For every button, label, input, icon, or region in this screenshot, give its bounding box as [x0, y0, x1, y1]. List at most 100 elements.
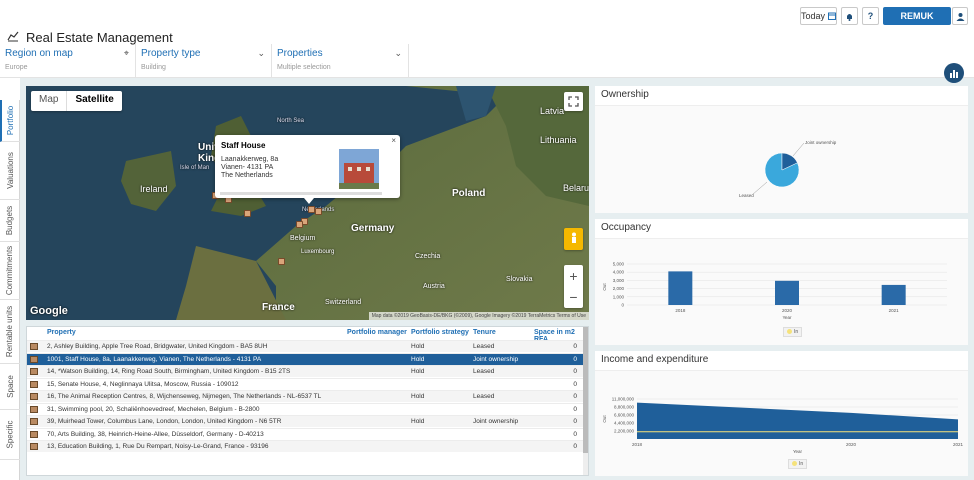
table-row[interactable]: 15, Senate House, 4, Neglinnaya Ulitsa, …: [27, 377, 584, 390]
filter-region-value: Europe: [5, 64, 28, 71]
cell-space: 0: [573, 393, 577, 400]
column-portfolio-manager[interactable]: Portfolio manager: [347, 329, 407, 336]
property-marker[interactable]: [308, 206, 315, 213]
map-type-satellite[interactable]: Satellite: [75, 94, 114, 105]
filter-property-type[interactable]: Property type Building ⌄: [136, 44, 272, 78]
chart-line-icon: [7, 31, 19, 42]
tab-specific[interactable]: Specific: [0, 410, 20, 460]
zoom-controls: + −: [564, 265, 583, 308]
property-marker[interactable]: [296, 221, 303, 228]
table-row[interactable]: 14, *Watson Building, 14, Ring Road Sout…: [27, 365, 584, 377]
help-button[interactable]: ?: [862, 7, 879, 25]
x-axis-label: Year: [782, 315, 792, 320]
ownership-panel: Ownership Leased Joint ownership: [595, 86, 968, 213]
property-marker[interactable]: [278, 258, 285, 265]
column-portfolio-strategy[interactable]: Portfolio strategy: [411, 329, 469, 336]
popup-title: Staff House: [221, 141, 266, 150]
cell-strategy: Hold: [411, 393, 425, 400]
y-tick-label: 2,200,000: [614, 429, 635, 434]
top-bar: Real Estate Management Today ? REMUK: [0, 0, 974, 45]
popup-city: Vianen- 4131 PA: [221, 164, 274, 171]
column-space[interactable]: Space in m2 RFA: [534, 329, 575, 343]
x-tick-label: 2021: [953, 442, 964, 447]
filter-bar: Region on map Europe ⌖ Property type Bui…: [0, 44, 974, 78]
property-photo: [339, 149, 379, 189]
table-scrollbar[interactable]: [583, 327, 588, 475]
pie-label-line: [751, 181, 768, 196]
column-tenure[interactable]: Tenure: [473, 329, 496, 336]
popup-close-button[interactable]: ×: [391, 136, 396, 145]
map-type-map[interactable]: Map: [31, 91, 68, 111]
table-row[interactable]: 1001, Staff House, 8a, Laanakkerweg, Via…: [27, 352, 584, 365]
property-marker[interactable]: [244, 210, 251, 217]
building-icon: [30, 380, 38, 388]
tab-portfolio-label: Portfolio: [6, 105, 16, 136]
table-row[interactable]: 31, Swimming pool, 20, Schaliënhoevedree…: [27, 402, 584, 415]
cell-strategy: Hold: [411, 343, 425, 350]
table-header: Property Portfolio manager Portfolio str…: [27, 327, 584, 343]
map-label-austria: Austria: [423, 283, 445, 290]
map-pin-small-icon: ⌖: [123, 48, 129, 58]
income-legend[interactable]: In: [788, 459, 808, 469]
popup-scrollbar[interactable]: [220, 192, 382, 195]
zoom-in-button[interactable]: +: [569, 268, 578, 284]
cell-strategy: Hold: [411, 418, 425, 425]
map-label-belgium: Belgium: [290, 235, 316, 242]
notifications-button[interactable]: [841, 7, 858, 25]
tab-portfolio[interactable]: Portfolio: [0, 100, 20, 142]
table-row[interactable]: 13, Education Building, 1, Rue Du Rempar…: [27, 440, 584, 452]
y-tick-label: 0: [621, 303, 624, 308]
cell-tenure: Leased: [473, 393, 495, 400]
building-icon: [30, 355, 38, 363]
filter-region[interactable]: Region on map Europe ⌖: [0, 44, 136, 78]
tab-rentable-units[interactable]: Rentable units: [0, 300, 20, 364]
google-logo: Google: [30, 305, 68, 317]
cell-space: 0: [573, 380, 577, 388]
today-button[interactable]: Today: [800, 7, 837, 25]
table-row[interactable]: 16, The Animal Reception Centres, 8, Wij…: [27, 390, 584, 402]
tab-valuations[interactable]: Valuations: [0, 142, 20, 200]
income-area-chart: 2,200,000 4,400,000 6,600,000 8,800,000 11,0…: [602, 397, 964, 455]
occupancy-legend[interactable]: In: [783, 327, 803, 337]
app-title: Real Estate Management: [26, 30, 173, 45]
statistics-button[interactable]: [944, 63, 964, 83]
fullscreen-button[interactable]: [564, 92, 583, 111]
map-attribution: Map data ©2019 GeoBasis-DE/BKG (©2009), …: [368, 312, 589, 320]
occupancy-chart-area: 0 1,000 2,000 3,000 4,000 5,000 Out 2018 2020 202…: [595, 239, 968, 345]
map-label-switzerland: Switzerland: [325, 299, 362, 306]
table-row[interactable]: 39, Muirhead Tower, Columbus Lane, Londo…: [27, 415, 584, 427]
filter-properties[interactable]: Properties Multiple selection ⌄: [272, 44, 409, 78]
column-property[interactable]: Property: [47, 329, 76, 336]
cell-property: 31, Swimming pool, 20, Schaliënhoevedree…: [47, 405, 260, 413]
table-row[interactable]: 2, Ashley Building, Apple Tree Road, Bri…: [27, 340, 584, 352]
income-chart-area: 2,200,000 4,400,000 6,600,000 8,800,000 11,0…: [595, 371, 968, 476]
street-view-button[interactable]: [564, 228, 583, 250]
profile-button[interactable]: [952, 7, 968, 25]
property-marker[interactable]: [315, 208, 322, 215]
table-scroll-thumb[interactable]: [583, 327, 588, 453]
ownership-pie-chart: Leased Joint ownership: [739, 140, 837, 198]
tab-space[interactable]: Space: [0, 364, 20, 410]
building-icon: [30, 418, 38, 425]
filter-properties-label: Properties: [277, 48, 323, 59]
map-label-latvia: Latvia: [540, 106, 565, 116]
user-menu-button[interactable]: REMUK: [883, 7, 951, 25]
building-icon: [30, 405, 38, 413]
cell-space: 0: [573, 368, 577, 375]
zoom-out-button[interactable]: −: [569, 289, 578, 305]
tab-commitments[interactable]: Commitments: [0, 242, 20, 300]
map-label-france: France: [262, 302, 295, 313]
y-tick-label: 4,400,000: [614, 421, 635, 426]
ownership-chart-area: Leased Joint ownership: [595, 106, 968, 213]
table-row[interactable]: 70, Arts Building, 38, Heinrich-Heine-Al…: [27, 427, 584, 440]
cell-space: 0: [573, 405, 577, 413]
filter-property-type-label: Property type: [141, 48, 201, 59]
building-icon: [30, 430, 38, 438]
legend-dot-icon: [787, 329, 792, 334]
calendar-icon: [828, 12, 836, 20]
side-tabs: Portfolio Valuations Budgets Commitments…: [0, 100, 20, 480]
cell-tenure: Joint ownership: [473, 418, 519, 425]
income-legend-label: In: [799, 461, 804, 467]
cell-strategy: Hold: [411, 368, 425, 375]
tab-budgets[interactable]: Budgets: [0, 200, 20, 242]
